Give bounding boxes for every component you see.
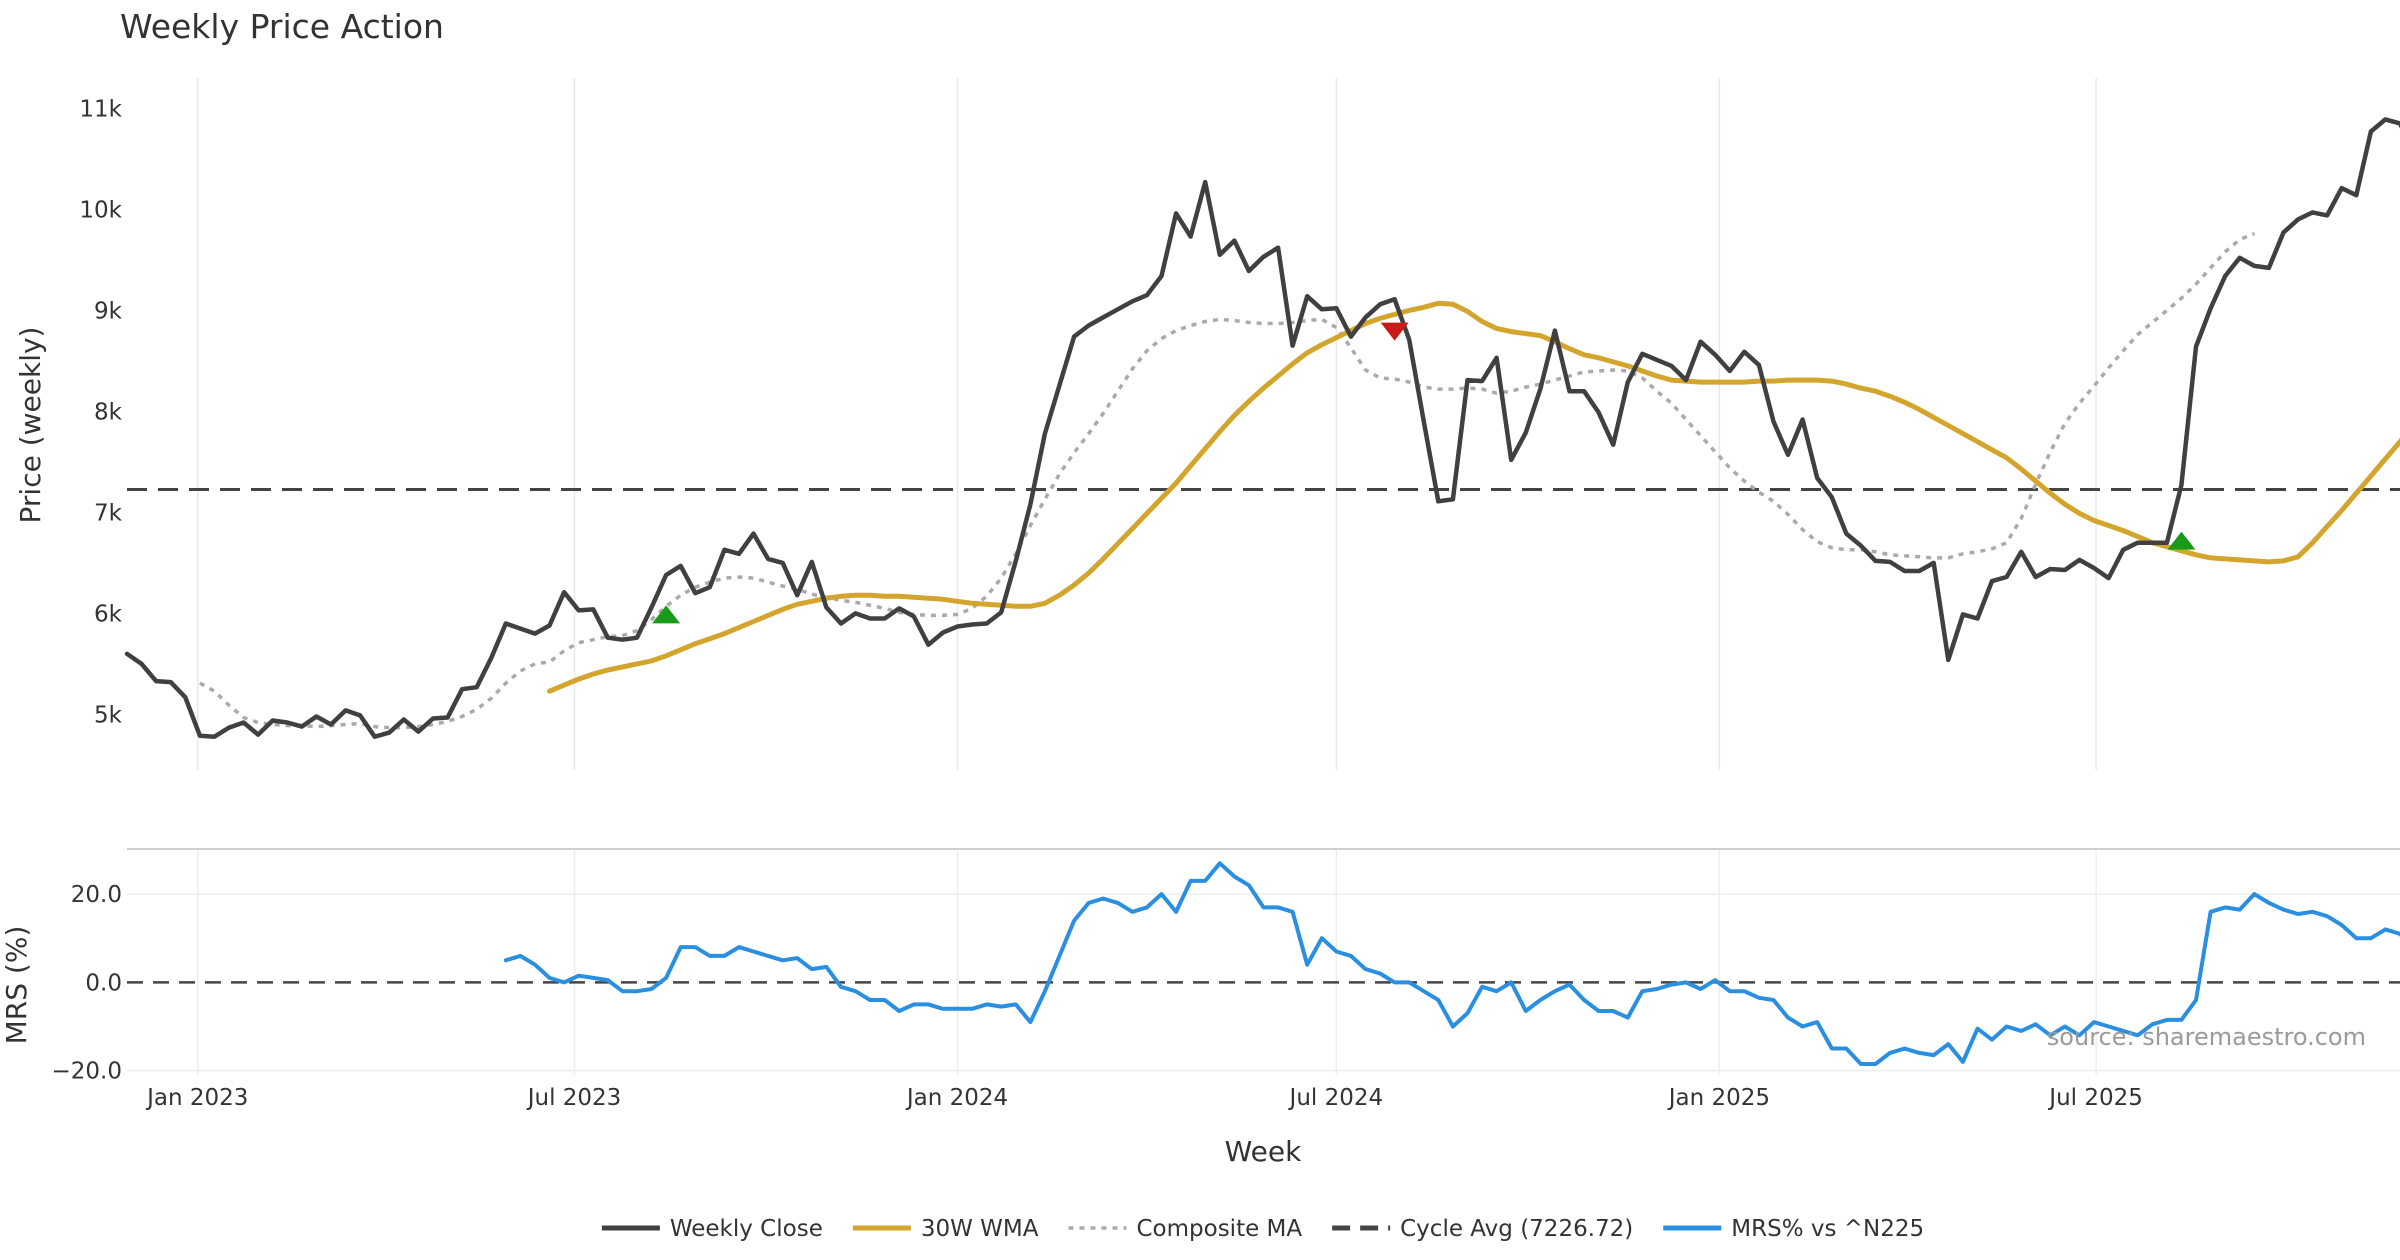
x-tick-label: Jul 2024 [1288,1085,1384,1111]
x-axis-label: Week [1225,1135,1302,1168]
signal-markers [652,322,2196,624]
mrs-y-tick-label: 0.0 [85,970,122,996]
source-note: source: sharemaestro.com [2047,1023,2366,1051]
price-y-tick-label: 5k [94,702,123,728]
mrs-y-ticks: 20.0 0.0 −20.0 [52,882,122,1084]
mrs-series [503,861,2400,1066]
series-mrs-line [503,861,2400,1066]
sell-signal-marker [1380,322,1409,341]
x-tick-label: Jan 2023 [145,1085,248,1111]
buy-signal-marker [652,605,681,624]
x-axis-ticks: Jan 2023 Jul 2023 Jan 2024 Jul 2024 Jan 2025… [145,1085,2143,1111]
price-y-ticks: 5k 6k 7k 8k 9k 10k 11k [79,96,122,728]
mrs-gridlines [127,850,2400,1075]
series-weekly-close-line [124,117,2400,739]
chart-title: Weekly Price Action [120,7,444,46]
price-y-tick-label: 7k [94,500,123,526]
price-y-axis-label: Price (weekly) [14,327,47,524]
price-y-tick-label: 8k [94,399,123,425]
price-gridlines [197,78,2097,770]
legend-label: Weekly Close [670,1216,823,1242]
price-y-tick-label: 6k [94,601,123,627]
mrs-y-tick-label: −20.0 [52,1059,122,1085]
price-series [124,117,2400,739]
x-tick-label: Jan 2024 [905,1085,1008,1111]
series-30w-wma-line [547,300,2400,694]
legend-label: MRS% vs ^N225 [1731,1216,1924,1242]
legend-label: Composite MA [1136,1216,1302,1242]
price-panel: 5k 6k 7k 8k 9k 10k 11k Price (weekly) [14,78,2400,770]
mrs-y-axis-label: MRS (%) [0,926,33,1045]
legend-label: 30W WMA [921,1216,1039,1242]
mrs-y-tick-label: 20.0 [71,882,122,908]
legend-label: Cycle Avg (7226.72) [1400,1216,1633,1242]
x-tick-label: Jul 2023 [526,1085,622,1111]
buy-signal-marker [2167,531,2196,550]
price-y-tick-label: 10k [79,197,122,223]
legend: Weekly Close 30W WMA Composite MA Cycle Avg… [601,1216,1924,1242]
x-tick-label: Jan 2025 [1667,1085,1770,1111]
price-y-tick-label: 9k [94,298,123,324]
price-y-tick-label: 11k [79,96,122,122]
x-tick-label: Jul 2025 [2047,1085,2143,1111]
series-composite-ma-line [199,231,2255,730]
mrs-panel: 20.0 0.0 −20.0 MRS (%) source: sharemaestr… [0,850,2400,1085]
